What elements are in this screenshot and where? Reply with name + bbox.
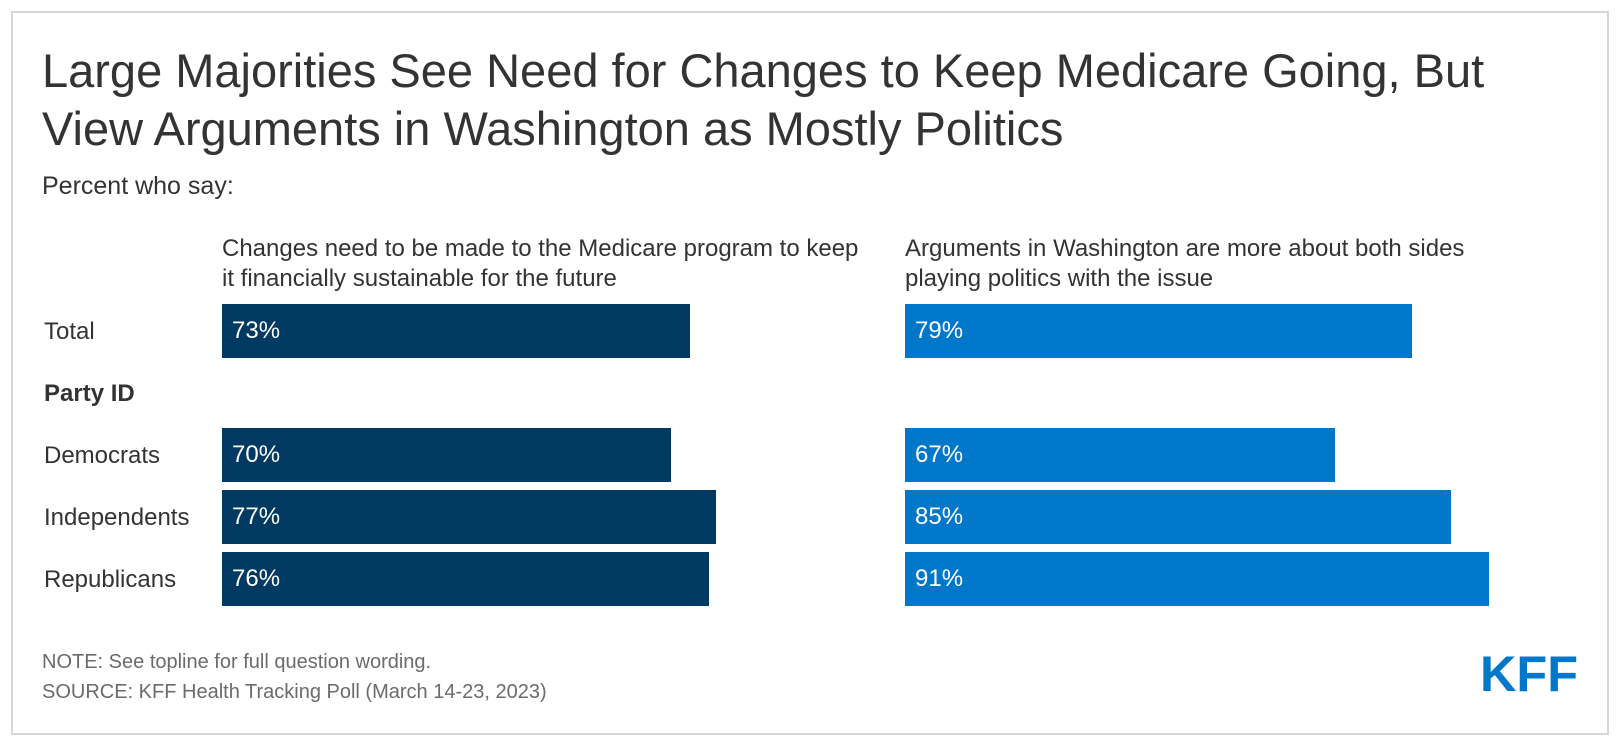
right-bar-label-independents: 85% (915, 503, 964, 530)
left-bar-label-republicans: 76% (232, 565, 281, 592)
right-bar-label-democrats: 67% (915, 441, 964, 468)
left-panel-header: Changes need to be made to the Medicare … (222, 235, 859, 292)
chart-subtitle: Percent who say: (42, 172, 234, 200)
left-bar-democrats: 70% (222, 428, 671, 482)
left-bar-total: 73% (222, 304, 690, 358)
right-bar-label-republicans: 91% (915, 565, 964, 592)
row-label-independents: Independents (44, 504, 190, 531)
chart-title: Large Majorities See Need for Changes to… (42, 44, 1485, 155)
left-bar-independents: 77% (222, 490, 716, 544)
chart-frame (11, 11, 1609, 735)
right-bar-independents: 85% (905, 490, 1451, 544)
right-bar-republicans: 91% (905, 552, 1489, 606)
left-bar-label-democrats: 70% (232, 441, 281, 468)
left-bar-label-independents: 77% (232, 503, 281, 530)
right-bar-label-total: 79% (915, 317, 964, 344)
row-label-republicans: Republicans (44, 566, 177, 593)
footnote-note: NOTE: See topline for full question word… (42, 651, 432, 673)
left-bar-label-total: 73% (232, 317, 281, 344)
row-label-democrats: Democrats (44, 442, 161, 469)
kff-logo: KFF (1480, 646, 1580, 702)
right-bar-democrats: 67% (905, 428, 1335, 482)
right-bar-total: 79% (905, 304, 1412, 358)
kff-logo-mark: KFF (1480, 646, 1578, 702)
kff-logo-text: KFF (1480, 650, 1578, 694)
group-header-party-id: Party ID (44, 380, 135, 407)
row-label-total: Total (44, 318, 95, 345)
left-bar-republicans: 76% (222, 552, 709, 606)
footnote-source: SOURCE: KFF Health Tracking Poll (March … (42, 681, 547, 703)
right-panel-header: Arguments in Washington are more about b… (905, 235, 1465, 292)
